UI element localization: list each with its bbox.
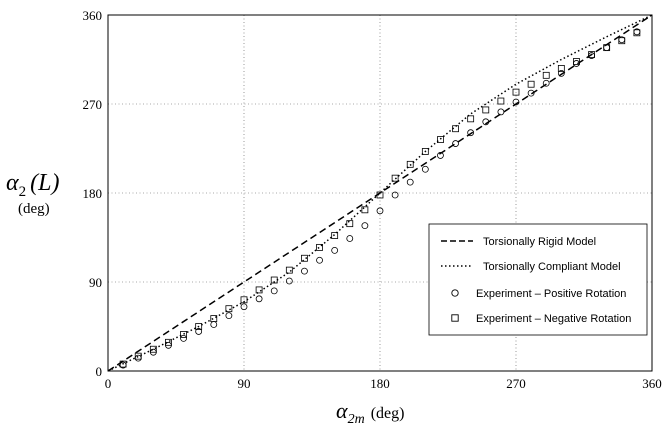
x-tick-label: 180 [370,376,390,391]
x-tick-label: 0 [105,376,112,391]
positive-rotation-point [331,246,339,254]
positive-rotation-point [210,321,218,328]
positive-rotation-point [421,165,429,173]
negative-rotation-point [255,286,263,294]
negative-rotation-point [573,58,580,65]
tick-labels: 0 90 180 270 360 0 90 180 270 360 [83,8,662,391]
plot-frame [107,14,653,372]
negative-rotation-point [557,65,565,72]
negative-rotation-point [210,315,218,322]
negative-rotation-point [180,331,187,338]
positive-rotation-point [361,222,369,230]
x-tick-label: 90 [238,376,251,391]
positive-rotation-point [391,191,399,199]
legend-marker-negative [451,314,459,322]
negative-rotation-point [165,338,172,346]
x-tick-label: 270 [506,376,526,391]
positive-rotation-point [376,207,384,215]
negative-rotation-point [588,51,595,58]
positive-rotation-point [557,69,565,77]
y-tick-label: 270 [83,97,103,112]
legend-marker-positive [451,289,459,297]
negative-rotation-point [527,80,535,88]
positive-rotation-point [180,334,187,342]
positive-rotation-point [255,295,263,303]
negative-rotation-point [603,44,611,52]
y-tick-label: 360 [83,8,103,23]
negative-rotation-point [542,71,550,79]
positive-rotation-point [406,178,414,186]
positive-rotation-point [195,328,203,335]
positive-rotation-point [482,118,490,126]
series-line-0 [107,14,653,372]
legend: Torsionally Rigid Model Torsionally Comp… [428,223,648,336]
series-line-1 [107,14,653,372]
negative-rotation-point [512,88,520,96]
x-tick-label: 360 [642,376,662,391]
positive-rotation-point [527,89,535,97]
negative-rotation-point [391,174,399,182]
positive-rotation-point [346,235,354,242]
y-tick-label: 0 [96,364,103,379]
negative-rotation-point [452,125,459,133]
positive-rotation-point [497,108,505,116]
y-tick-label: 180 [83,186,103,201]
negative-rotation-point [421,148,429,155]
y-axis-unit: (deg) [18,201,50,217]
negative-rotation-point [467,115,475,123]
negative-rotation-point [149,345,157,353]
negative-rotation-point [240,296,248,304]
negative-rotation-point [134,352,142,360]
negative-rotation-point [331,232,339,239]
negative-rotation-point [406,160,414,168]
negative-rotation-point [301,254,308,262]
positive-rotation-point [452,140,459,147]
positive-rotation-point [512,98,520,106]
positive-rotation-point [316,256,323,264]
positive-rotation-point [437,152,444,159]
negative-rotation-point [482,106,490,114]
positive-rotation-point [285,277,293,285]
positive-rotation-point [542,79,550,87]
positive-rotation-point [134,354,142,362]
series-layer [107,14,653,372]
negative-rotation-point [618,37,626,45]
positive-rotation-point [467,129,475,137]
positive-rotation-point [225,312,233,320]
negative-rotation-point [437,136,444,144]
legend-label-negative: Experiment – Negative Rotation [476,313,631,325]
negative-rotation-point [361,206,369,214]
legend-label-rigid: Torsionally Rigid Model [483,236,596,248]
negative-rotation-point [225,305,233,313]
positive-rotation-point [270,287,278,295]
negative-rotation-point [316,243,323,251]
legend-label-positive: Experiment – Positive Rotation [476,288,626,300]
negative-rotation-point [376,191,384,199]
negative-rotation-point [119,360,127,368]
legend-label-compliant: Torsionally Compliant Model [483,261,621,273]
negative-rotation-point [497,97,505,105]
y-axis-label: α2 (L) [6,170,59,200]
x-axis-label: α2m (deg) [336,398,404,424]
negative-rotation-point [270,276,278,284]
positive-rotation-point [301,267,308,275]
negative-rotation-point [195,323,203,330]
legend-box [428,223,648,336]
positive-rotation-point [240,303,248,311]
negative-rotation-point [346,220,354,228]
negative-rotation-point [285,266,293,274]
negative-rotation-point [633,29,641,37]
y-tick-label: 90 [89,275,102,290]
